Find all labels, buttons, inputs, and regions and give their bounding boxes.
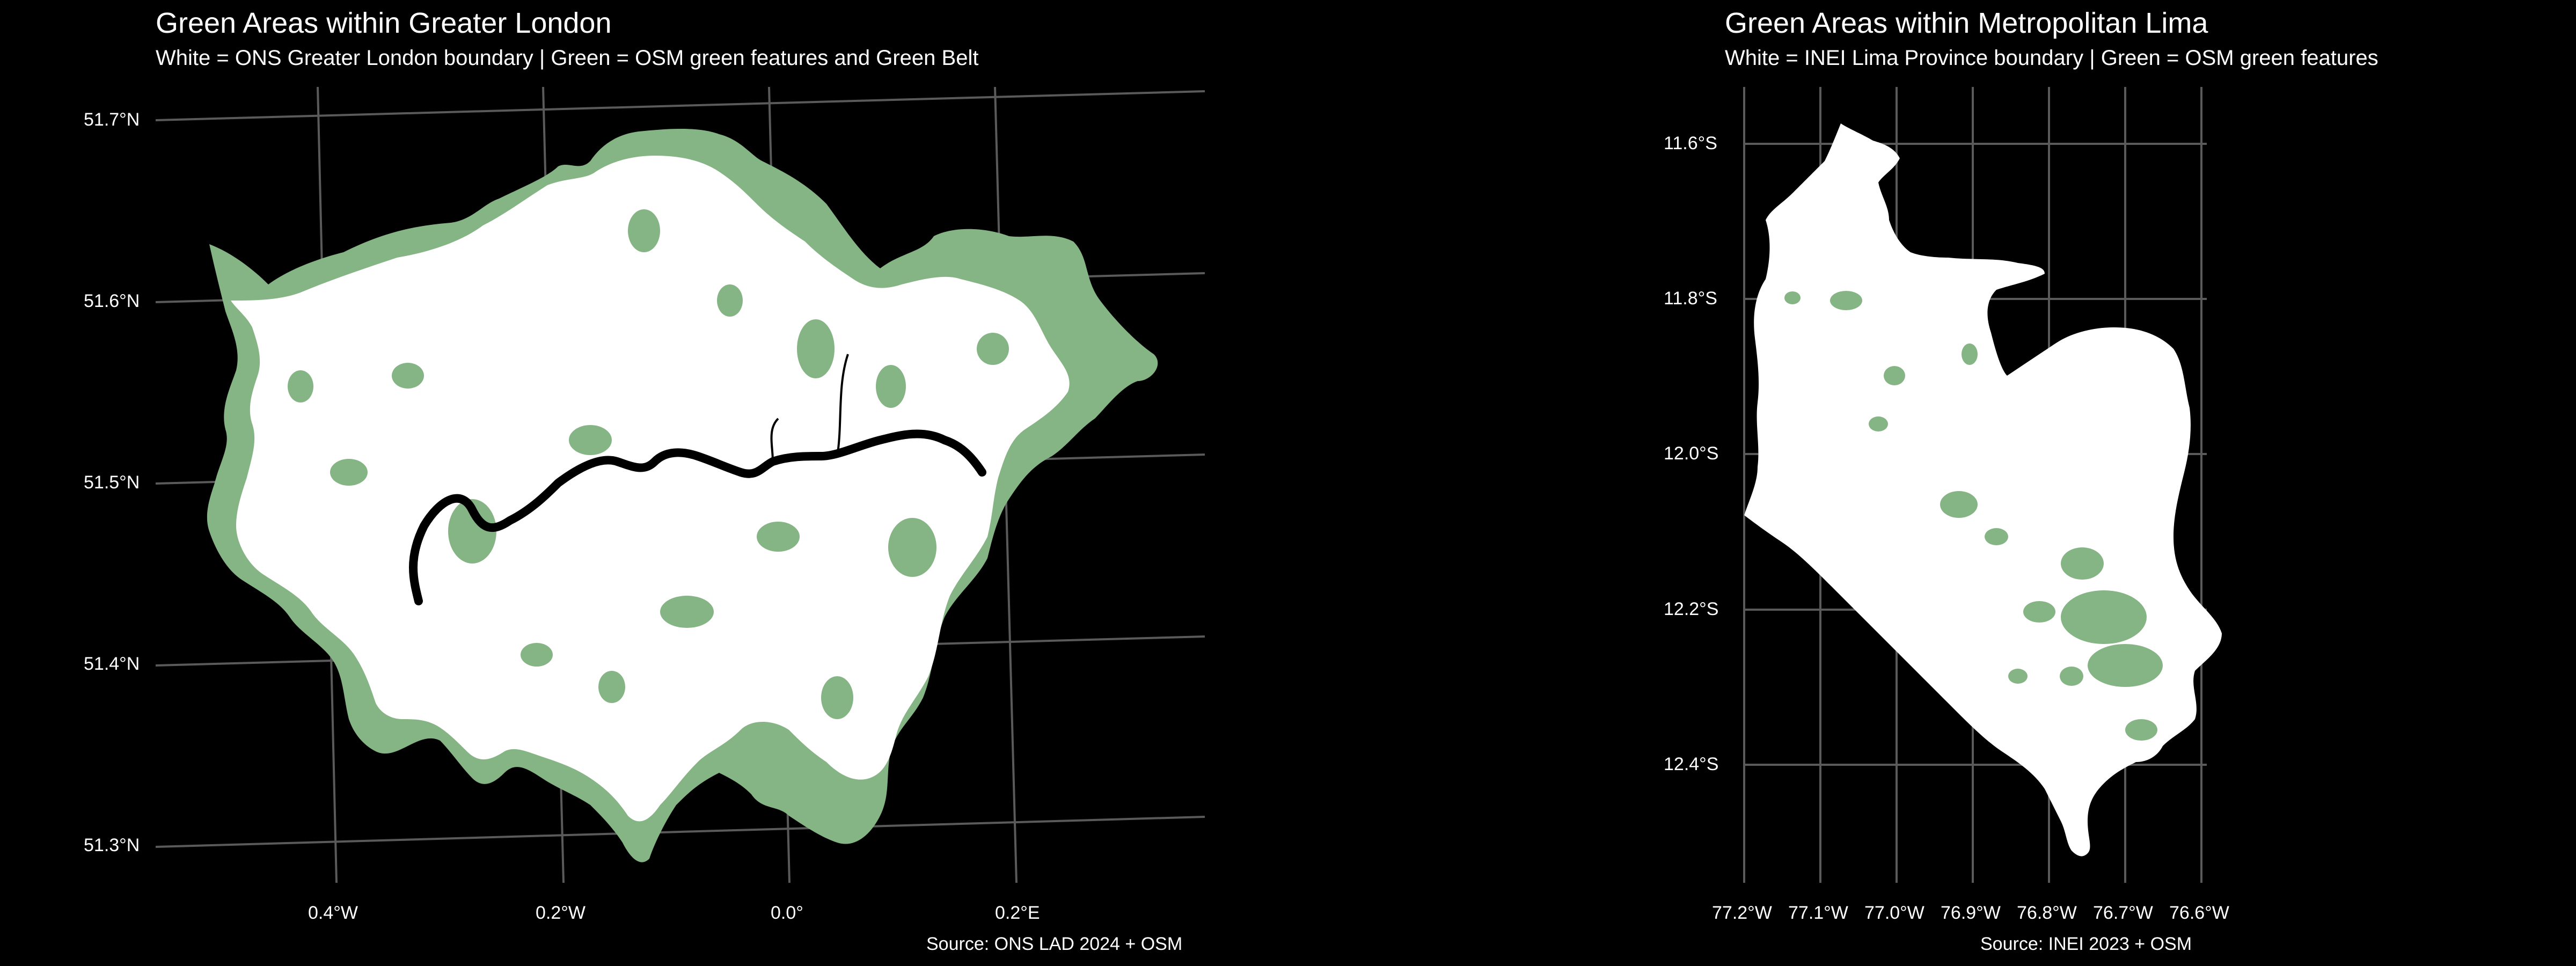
london-park	[598, 671, 625, 703]
lima-green-patch	[1985, 528, 2008, 545]
london-lat-tick: 51.4°N	[84, 654, 140, 674]
lima-lon-tick: 77.1°W	[1788, 903, 1848, 923]
lima-lat-tick: 12.0°S	[1664, 443, 1719, 464]
lima-lat-tick: 12.4°S	[1664, 754, 1719, 774]
london-map-caption: Source: ONS LAD 2024 + OSM	[926, 934, 1183, 954]
lima-map-title: Green Areas within Metropolitan Lima	[1725, 7, 2208, 39]
london-map-subtitle: White = ONS Greater London boundary | Gr…	[156, 46, 979, 70]
lima-lat-tick: 11.6°S	[1664, 133, 1717, 153]
lima-green-patch	[2088, 644, 2163, 687]
london-park	[392, 363, 424, 389]
london-park	[888, 518, 936, 577]
lima-green-patch	[1940, 491, 1978, 518]
lima-lon-tick: 77.2°W	[1712, 903, 1772, 923]
london-park	[569, 425, 612, 455]
london-park	[876, 365, 906, 408]
lima-green-patch	[2061, 590, 2147, 644]
lima-green-patch	[2061, 547, 2104, 580]
lima-lon-tick: 76.9°W	[1941, 903, 2001, 923]
london-park	[448, 499, 496, 564]
london-boundary	[231, 156, 1070, 822]
london-park	[797, 319, 835, 378]
lima-green-patch	[1962, 343, 1978, 365]
lima-map-caption: Source: INEI 2023 + OSM	[1980, 934, 2192, 954]
lima-lon-tick: 76.8°W	[2017, 903, 2077, 923]
london-park	[660, 596, 714, 628]
london-lat-tick: 51.6°N	[84, 291, 140, 311]
london-lon-tick: 0.2°E	[995, 903, 1040, 923]
london-green-parks	[288, 209, 1009, 719]
london-lat-line	[155, 816, 1205, 848]
london-park	[717, 284, 743, 317]
lima-green-areas	[1784, 291, 2163, 741]
london-map-panel: Green Areas within Greater London White …	[0, 0, 1234, 966]
lima-map-subtitle: White = INEI Lima Province boundary | Gr…	[1725, 46, 2379, 70]
lima-lon-tick: 76.6°W	[2169, 903, 2229, 923]
london-river-thames	[409, 429, 986, 605]
london-lat-tick: 51.7°N	[84, 109, 140, 130]
london-park	[288, 370, 313, 402]
lima-green-patch	[1869, 416, 1888, 431]
lima-lat-tick: 11.8°S	[1664, 288, 1717, 309]
lima-lat-tick: 12.2°S	[1664, 599, 1719, 619]
london-lon-tick: 0.4°W	[308, 903, 358, 923]
london-park	[330, 459, 368, 486]
london-river-tributary	[770, 354, 849, 462]
london-map-title: Green Areas within Greater London	[156, 7, 612, 39]
london-lon-tick: 0.0°	[771, 903, 803, 923]
london-lat-tick: 51.3°N	[84, 835, 140, 855]
london-lon-tick: 0.2°W	[536, 903, 586, 923]
lima-map-panel: Green Areas within Metropolitan Lima Whi…	[1664, 0, 2576, 966]
london-park	[977, 333, 1009, 365]
london-lat-tick: 51.5°N	[84, 472, 140, 493]
lima-map	[1743, 87, 2222, 883]
lima-green-patch	[1784, 291, 1801, 304]
london-park	[757, 522, 800, 552]
lima-green-patch	[2060, 667, 2083, 686]
lima-lon-tick: 77.0°W	[1864, 903, 1924, 923]
lima-green-patch	[1884, 366, 1905, 385]
london-park	[821, 676, 853, 719]
lima-lon-tick: 76.7°W	[2093, 903, 2153, 923]
lima-green-patch	[1830, 291, 1862, 310]
london-lat-line	[155, 90, 1205, 121]
lima-boundary	[1744, 123, 2222, 857]
london-park	[521, 643, 553, 667]
london-park	[628, 209, 660, 252]
lima-green-patch	[2125, 719, 2157, 741]
lima-green-patch	[2008, 669, 2028, 684]
lima-green-patch	[2023, 601, 2055, 623]
london-map	[155, 86, 1205, 883]
